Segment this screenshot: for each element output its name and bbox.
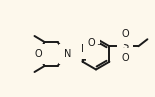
Text: S: S [122, 41, 128, 51]
Text: N: N [64, 49, 71, 59]
Text: O: O [35, 49, 42, 59]
Text: −: − [97, 40, 104, 49]
Text: +: + [89, 44, 95, 50]
Text: N: N [81, 44, 88, 54]
Text: O: O [122, 53, 129, 63]
Text: O: O [88, 38, 95, 48]
Text: O: O [122, 29, 129, 39]
Text: O: O [69, 44, 76, 54]
